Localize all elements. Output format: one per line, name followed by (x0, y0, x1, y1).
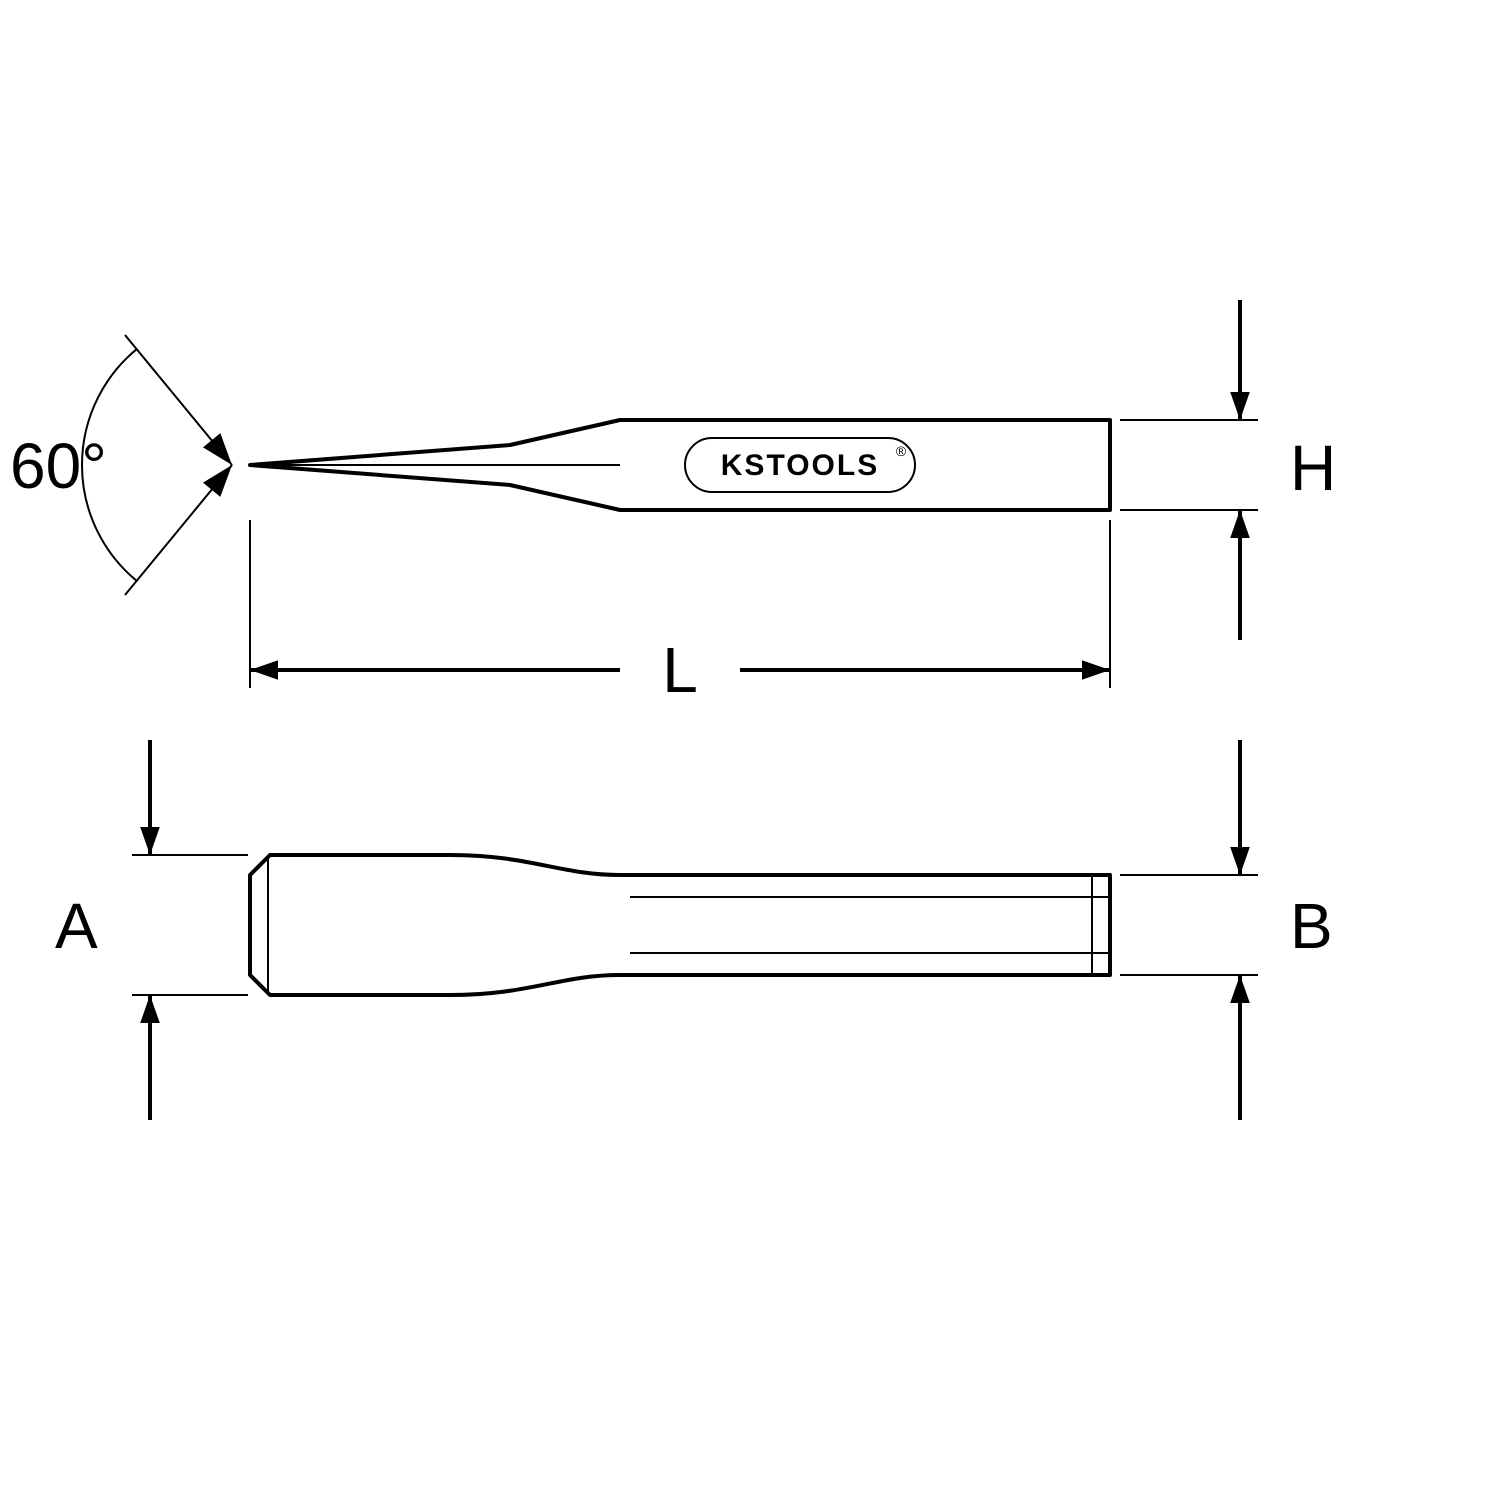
svg-text:H: H (1290, 432, 1336, 504)
svg-text:A: A (55, 890, 98, 962)
svg-text:B: B (1290, 890, 1333, 962)
svg-text:KSTOOLS: KSTOOLS (721, 449, 879, 482)
svg-text:®: ® (896, 443, 907, 459)
svg-text:L: L (662, 634, 698, 706)
svg-text:60°: 60° (10, 430, 107, 502)
